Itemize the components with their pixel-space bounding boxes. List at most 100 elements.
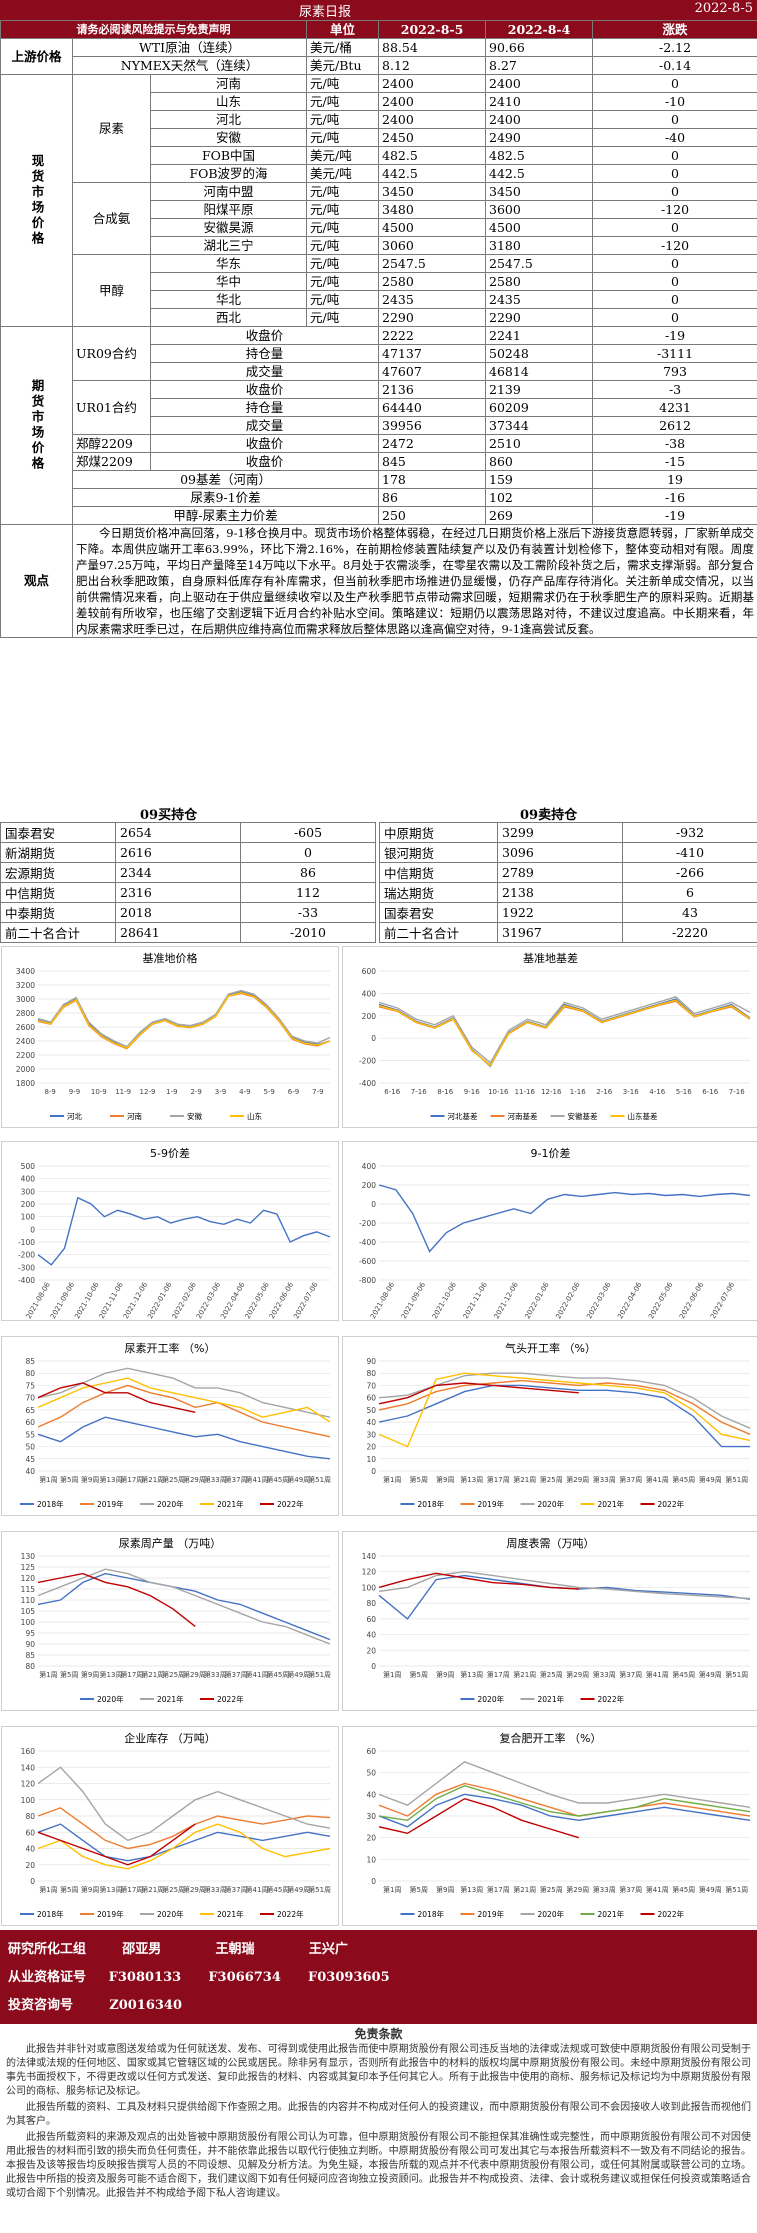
legend-label: 2019年 — [478, 1499, 505, 1509]
value-current: 2136 — [378, 380, 487, 399]
value-current: 47137 — [378, 344, 487, 363]
item-name: 成交量 — [149, 416, 380, 435]
position-row: 前二十名合计 28641 -2010 — [0, 922, 376, 943]
y-tick-label: -600 — [359, 1257, 376, 1266]
x-tick-label: 11-9 — [115, 1088, 131, 1096]
series-line — [37, 989, 331, 1048]
x-tick-label: 2-16 — [596, 1088, 612, 1096]
x-tick-label: 第37周 — [619, 1670, 642, 1679]
x-tick-label: 4-9 — [239, 1088, 250, 1096]
item-name: 湖北三宁 — [149, 236, 308, 255]
y-tick-label: 3000 — [16, 995, 35, 1004]
position-row: 中原期货 3299 -932 — [379, 822, 757, 843]
x-tick-label: 第33周 — [204, 1885, 227, 1894]
y-tick-label: -400 — [18, 1276, 35, 1285]
x-tick-label: 第13周 — [100, 1670, 123, 1679]
x-tick-label: 5-9 — [263, 1088, 274, 1096]
y-tick-label: -400 — [359, 1079, 376, 1088]
y-tick-label: 60 — [366, 1615, 376, 1624]
x-tick-label: 第45周 — [266, 1475, 289, 1484]
futures-row: 郑醇2209 收盘价 2472 2510 -38 — [1, 434, 757, 453]
y-tick-label: 60 — [366, 1394, 376, 1403]
license-line: 从业资格证号 F3080133 F3066734 F03093605 — [8, 1970, 390, 1985]
y-tick-label: 80 — [25, 1369, 35, 1378]
series-line — [378, 1570, 751, 1600]
x-tick-label: 第17周 — [120, 1885, 143, 1894]
x-tick-label: 2021-12-06 — [122, 1281, 150, 1320]
disclaimer: 免责条款 此报告并非针对或意图送发给或为任何就送发、发布、可得到或使用此报告而使… — [0, 2024, 757, 2233]
position-change: 86 — [240, 862, 376, 883]
item-unit: 元/吨 — [306, 236, 380, 255]
chart: 基准地价格 1800 2000 2200 2400 2600 2800 3000 3200 340… — [1, 946, 339, 1128]
y-tick-label: 200 — [362, 1181, 377, 1190]
legend-label: 安徽 — [187, 1111, 202, 1121]
col-unit: 单位 — [306, 20, 380, 39]
item-name: 阳煤平原 — [149, 200, 308, 219]
y-tick-label: 10 — [366, 1455, 376, 1464]
y-tick-label: 20 — [366, 1646, 376, 1655]
x-tick-label: 11-16 — [515, 1088, 536, 1096]
x-tick-label: 第17周 — [487, 1670, 510, 1679]
series-line — [378, 998, 751, 1068]
value-change: 0 — [592, 110, 757, 129]
y-tick-label: 125 — [21, 1563, 36, 1572]
x-tick-label: 2022-07-06 — [292, 1281, 320, 1320]
position-row: 银河期货 3096 -410 — [379, 842, 757, 863]
legend-label: 2019年 — [97, 1909, 124, 1919]
position-change: 43 — [622, 902, 757, 923]
spot-row: 合成氨 河南中盟 元/吨 3450 3450 0 — [1, 182, 757, 255]
legend-label: 山东基差 — [628, 1111, 658, 1121]
value-change: 793 — [592, 362, 757, 381]
x-tick-label: 第13周 — [100, 1475, 123, 1484]
y-tick-label: 120 — [21, 1574, 36, 1583]
position-row: 中信期货 2789 -266 — [379, 862, 757, 883]
legend-label: 河北 — [67, 1112, 82, 1121]
spread-name: 09基差（河南） — [71, 470, 380, 489]
series-line — [37, 1377, 331, 1423]
y-tick-label: 0 — [30, 1877, 35, 1886]
legend-label: 2020年 — [538, 1499, 565, 1509]
x-tick-label: 4-16 — [649, 1088, 665, 1096]
value-change: 0 — [592, 74, 757, 93]
value-change: 0 — [592, 164, 757, 183]
item-unit: 元/吨 — [306, 290, 380, 309]
y-tick-label: 90 — [366, 1357, 376, 1366]
x-tick-label: 第5周 — [60, 1475, 78, 1484]
y-tick-label: 20 — [366, 1443, 376, 1452]
series-line — [37, 1823, 331, 1870]
x-tick-label: 第45周 — [672, 1670, 695, 1679]
chart-svg: 尿素周产量 （万吨） 80 85 90 95 100 105 110 115 120 125 130 第… — [21, 1536, 331, 1704]
item-unit: 元/吨 — [306, 74, 380, 93]
x-tick-label: 2022-03-06 — [585, 1281, 613, 1320]
x-tick-label: 第37周 — [225, 1885, 248, 1894]
x-tick-label: 第41周 — [646, 1670, 669, 1679]
value-previous: 2241 — [485, 326, 594, 345]
legend-label: 2020年 — [157, 1909, 184, 1919]
x-tick-label: 第25周 — [540, 1670, 563, 1679]
x-tick-label: 2022-01-06 — [146, 1281, 174, 1320]
group-name: 甲醇 — [72, 254, 151, 327]
value-change: 0 — [592, 218, 757, 237]
x-tick-label: 第25周 — [540, 1475, 563, 1484]
spot-row: 现货市场价格 尿素 河南 元/吨 2400 2400 0 — [0, 74, 757, 327]
chart: 复合肥开工率 （%） 0 10 20 30 40 50 60 第1周 第5周 第9周 第13周 第17周… — [342, 1726, 757, 1926]
x-tick-label: 第9周 — [436, 1670, 454, 1679]
value-current: 178 — [378, 470, 487, 489]
consult-line: 投资咨询号 Z0016340 — [8, 1998, 183, 2013]
value-previous: 2400 — [485, 74, 594, 93]
position-row: 瑞达期货 2138 6 — [379, 882, 757, 903]
y-tick-label: 105 — [21, 1607, 36, 1616]
y-tick-label: 60 — [25, 1828, 35, 1837]
position-volume: 2138 — [497, 882, 623, 903]
legend-label: 2020年 — [538, 1909, 565, 1919]
position-volume: 31967 — [497, 922, 623, 943]
y-tick-label: 50 — [366, 1406, 376, 1415]
value-change: -16 — [592, 488, 757, 507]
x-tick-label: 第45周 — [672, 1475, 695, 1484]
chart-title: 尿素开工率 （%） — [125, 1341, 216, 1355]
legend-label: 2022年 — [598, 1694, 625, 1704]
series-line — [378, 1379, 751, 1435]
x-tick-label: 第13周 — [460, 1670, 483, 1679]
value-previous: 159 — [485, 470, 594, 489]
